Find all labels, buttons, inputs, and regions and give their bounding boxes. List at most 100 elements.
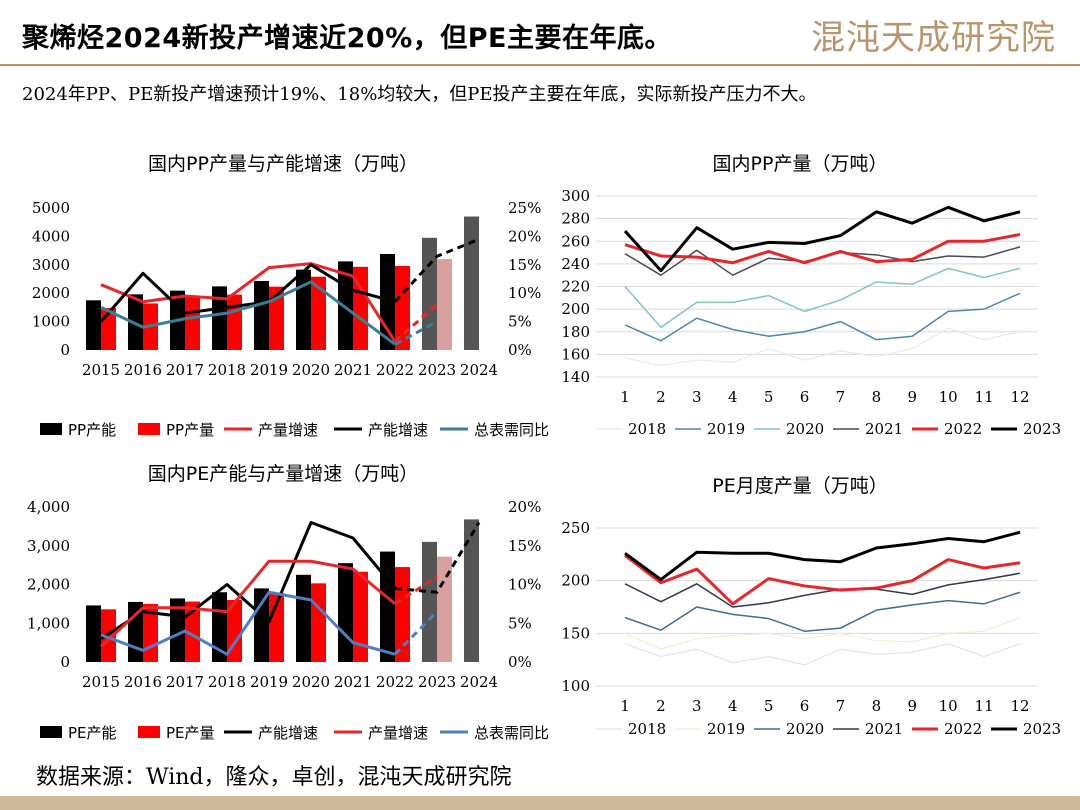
y-tick-label: 4000 [32,227,70,245]
series-line-forecast [394,521,481,594]
header-divider [0,64,1080,66]
pe-capacity-chart: 国内PE产能与产量增速（万吨） 0 1,000 2,000 3,000 4,000 0% 5%… [27,463,549,742]
x-tick-label: 2020 [292,673,330,691]
series-line-2019 [624,616,1021,650]
legend-label: 总表需同比 [474,724,549,742]
legend-label: PE产能 [68,724,117,742]
x-tick-label: 5 [764,388,774,406]
series-line-forecast [394,303,438,343]
bar [269,286,284,350]
bar [296,574,311,662]
x-tick-label: 2022 [376,361,414,379]
x-tick-label: 2019 [250,673,288,691]
x-tick-label: 6 [800,388,810,406]
x-tick-label: 2021 [334,361,372,379]
y2-tick-label: 25% [508,199,541,217]
legend-label: 2023 [1023,720,1061,738]
y-tick-label: 200 [561,300,590,318]
x-tick-label: 2016 [124,361,162,379]
y2-tick-label: 5% [508,614,532,632]
series-line-2019 [624,292,1021,342]
y-tick-label: 100 [561,677,590,695]
series-line [100,262,397,343]
y-tick-label: 1000 [32,313,70,331]
x-tick-label: 12 [1010,697,1029,715]
legend-label: 2020 [786,720,824,738]
bar [254,588,269,662]
bar [464,519,479,662]
legend-label: 产量增速 [258,421,318,439]
y2-tick-label: 15% [508,537,541,555]
y-tick-label: 150 [561,624,590,642]
x-tick-label: 12 [1010,388,1029,406]
x-tick-label: 2 [656,697,666,715]
series-line-forecast [394,320,438,346]
bar [353,571,368,662]
y-tick-label: 160 [561,345,590,363]
series-line-2020 [624,591,1021,632]
bar [86,605,101,662]
x-tick-label: 2017 [166,361,204,379]
y-tick-label: 200 [561,572,590,590]
series-line-2018 [624,643,1021,666]
y-tick-label: 180 [561,323,590,341]
legend-label: 2018 [628,420,666,438]
y-tick-label: 280 [561,210,590,228]
y-tick-label: 3000 [32,256,70,274]
footer-bar [0,796,1080,810]
bar [437,556,452,662]
y-tick-label: 250 [561,519,590,537]
series-line [100,521,397,641]
series-line [99,263,396,323]
x-tick-label: 4 [728,388,738,406]
x-tick-label: 2023 [418,361,456,379]
series-line-forecast [393,237,480,303]
y2-tick-label: 0% [508,341,532,359]
bar [422,237,437,350]
series-line-forecast [394,575,438,606]
bar [212,286,227,350]
bar [86,300,101,350]
y2-tick-label: 0% [508,653,532,671]
x-tick-label: 2023 [418,673,456,691]
x-tick-label: 2021 [334,673,372,691]
x-tick-label: 4 [728,697,738,715]
series-line [100,280,396,346]
legend-label: 产量增速 [368,724,428,742]
pp-capacity-chart: 国内PP产量与产能增速（万吨） 0 1000 2000 3000 4000 5000 0% 5%… [32,153,549,439]
bar [464,216,479,350]
y2-tick-label: 10% [508,576,541,594]
x-tick-label: 9 [907,697,917,715]
x-tick-label: 7 [836,388,846,406]
x-tick-label: 2019 [250,361,288,379]
bar [311,583,326,662]
y2-tick-label: 5% [508,313,532,331]
x-tick-label: 5 [764,697,774,715]
x-tick-label: 11 [975,388,994,406]
x-tick-label: 2024 [460,361,498,379]
y-tick-label: 300 [561,187,590,205]
x-tick-label: 2020 [292,361,330,379]
legend-swatch [138,423,160,435]
x-tick-label: 1 [620,697,630,715]
x-tick-label: 3 [692,388,702,406]
x-tick-label: 2024 [460,673,498,691]
y-tick-label: 3,000 [27,537,70,555]
legend-label: 2020 [786,420,824,438]
legend-label: 2023 [1023,420,1061,438]
y2-tick-label: 20% [508,498,541,516]
chart-title: 国内PP产量与产能增速（万吨） [148,153,418,175]
x-tick-label: 2015 [82,361,120,379]
legend-label: PE产量 [166,724,215,742]
bar [338,563,353,662]
series-line-2023 [623,205,1021,273]
series-line-forecast [393,610,439,656]
legend-label: PP产量 [166,421,214,439]
y-tick-label: 0 [60,653,70,671]
page-subtitle: 2024年PP、PE新投产增速预计19%、18%均较大，但PE投产主要在年底，实… [22,84,817,105]
legend-label: 产能增速 [368,421,428,439]
x-tick-label: 2016 [124,673,162,691]
legend-label: 2021 [865,420,903,438]
